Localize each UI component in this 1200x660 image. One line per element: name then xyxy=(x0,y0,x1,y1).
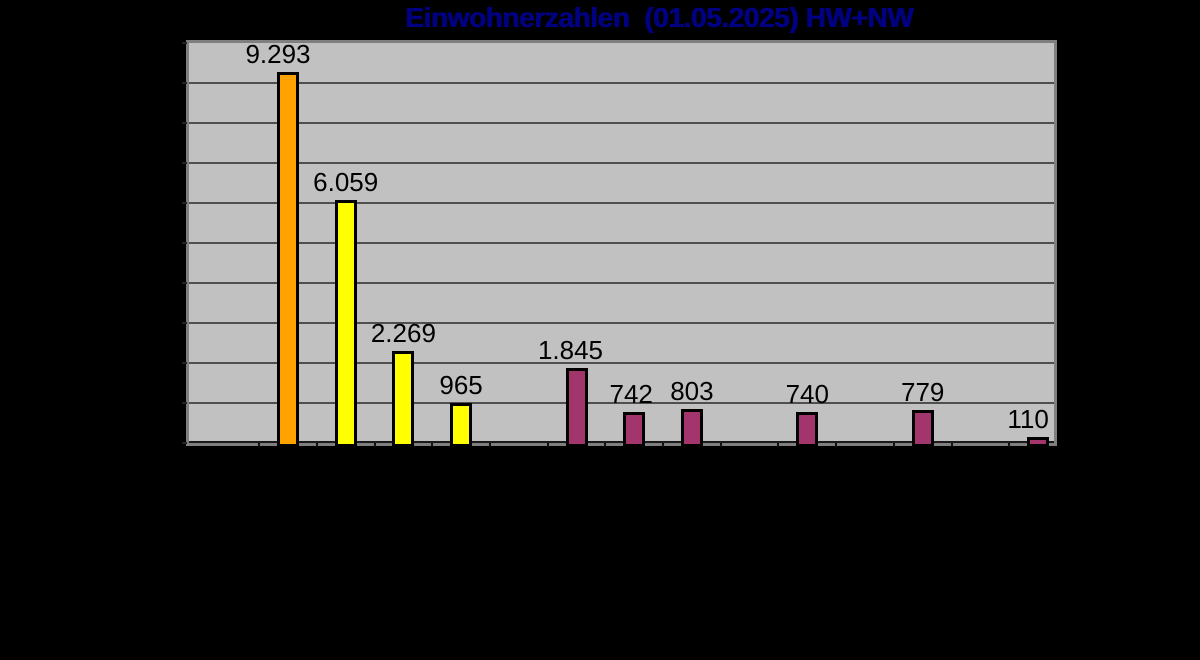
bar-value-label: 965 xyxy=(439,370,483,400)
bar-742 xyxy=(623,412,646,447)
y-axis-tick xyxy=(182,202,187,204)
y-axis-tick xyxy=(182,322,187,324)
bar-value-label: 779 xyxy=(900,377,945,407)
bar-965 xyxy=(450,403,473,447)
x-axis-tick xyxy=(662,443,665,447)
bar-803 xyxy=(680,409,703,447)
bar-110 xyxy=(1027,437,1050,447)
bar-1845 xyxy=(565,368,588,447)
bar-value-label: 6.059 xyxy=(313,167,379,197)
bar-value-label: 2.269 xyxy=(370,318,436,348)
y-axis-tick xyxy=(182,42,187,44)
x-axis-tick xyxy=(777,443,780,447)
y-axis-tick xyxy=(182,402,187,404)
gridline xyxy=(189,242,1054,244)
chart-title: Einwohnerzahlen (01.05.2025) HW+NW xyxy=(404,2,914,33)
bar-6059 xyxy=(334,200,357,447)
x-axis-tick xyxy=(258,443,261,447)
gridline xyxy=(189,362,1054,364)
x-axis-tick xyxy=(1008,443,1011,447)
bar-9293 xyxy=(277,72,299,447)
bar-value-label: 742 xyxy=(609,379,653,409)
bar-value-label: 740 xyxy=(785,379,829,409)
plot-area: 9.293 6.059 2.269 965 1.845 742 803 740 779 110 xyxy=(182,39,1057,447)
x-axis-tick xyxy=(546,443,549,447)
bar-value-label: 9.293 xyxy=(245,39,311,69)
gridline xyxy=(189,322,1054,324)
y-axis-tick xyxy=(182,442,187,444)
x-axis-tick xyxy=(431,443,434,447)
gridline xyxy=(189,162,1054,164)
y-axis-tick xyxy=(182,282,187,284)
x-axis-tick xyxy=(373,443,376,447)
bar-value-label: 110 xyxy=(1007,404,1049,434)
bar-2269 xyxy=(392,351,415,447)
y-axis-tick xyxy=(182,122,187,124)
x-axis-tick xyxy=(950,443,953,447)
x-axis-tick xyxy=(488,443,491,447)
x-axis-tick xyxy=(604,443,607,447)
gridline xyxy=(189,282,1054,284)
x-axis-tick xyxy=(315,443,318,447)
bar-779 xyxy=(911,410,934,447)
y-axis-tick xyxy=(182,82,187,84)
gridline xyxy=(189,402,1054,404)
x-axis-line xyxy=(189,441,1054,443)
x-axis-tick xyxy=(719,443,722,447)
bar-value-label: 1.845 xyxy=(537,335,604,365)
gridline xyxy=(189,82,1054,84)
bar-740 xyxy=(796,412,819,447)
bar-value-label: 803 xyxy=(670,376,714,406)
y-axis-tick xyxy=(182,162,187,164)
x-axis-tick xyxy=(835,443,838,447)
y-axis-tick xyxy=(182,242,187,244)
gridline xyxy=(189,122,1054,124)
y-axis-tick xyxy=(182,362,187,364)
gridline xyxy=(189,202,1054,204)
x-axis-tick xyxy=(892,443,895,447)
